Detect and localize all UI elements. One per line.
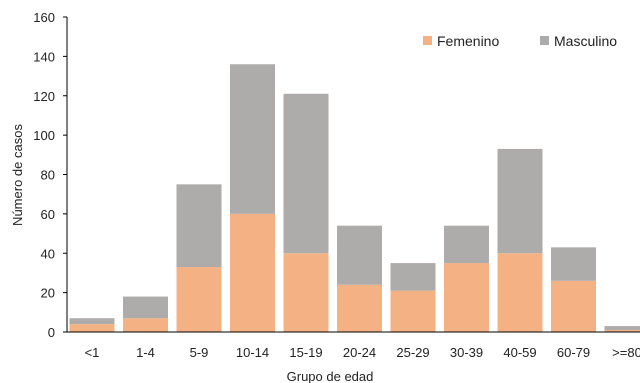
- bar-femenino-9: [551, 280, 596, 332]
- bar-femenino-6: [390, 290, 436, 332]
- bar-masculino-1: [123, 296, 168, 319]
- bar-masculino-8: [497, 148, 543, 254]
- bar-masculino-9: [551, 247, 596, 281]
- bar-masculino-4: [283, 93, 329, 254]
- bar-femenino-0: [69, 324, 115, 332]
- legend-label-femenino: Femenino: [437, 33, 499, 49]
- x-tick-label: 25-29: [396, 345, 429, 360]
- bar-femenino-7: [444, 263, 489, 332]
- x-tick-label: 20-24: [343, 345, 376, 360]
- y-tick-label: 80: [41, 168, 55, 183]
- y-tick-label: 120: [33, 89, 55, 104]
- y-tick-label: 60: [41, 207, 55, 222]
- bar-femenino-5: [337, 284, 382, 332]
- x-tick-label: 40-59: [503, 345, 536, 360]
- x-tick-label: <1: [85, 345, 100, 360]
- bar-masculino-10: [604, 326, 640, 331]
- bar-femenino-10: [604, 330, 640, 332]
- x-tick-label: 30-39: [450, 345, 483, 360]
- x-axis-ticks: <1 1-4 5-9 10-14 15-19 20-24 25-29 30-39 40-59 60…: [85, 345, 640, 360]
- bar-masculino-0: [69, 318, 115, 325]
- x-axis-title: Grupo de edad: [287, 369, 374, 383]
- x-tick-label: 10-14: [236, 345, 269, 360]
- bar-masculino-2: [176, 184, 222, 268]
- y-tick-label: 140: [33, 49, 55, 64]
- bar-femenino-3: [230, 213, 275, 332]
- bar-masculino-7: [444, 225, 489, 264]
- bar-masculino-3: [230, 64, 275, 214]
- y-tick-label: 0: [48, 325, 55, 340]
- legend: Femenino Masculino: [423, 33, 617, 49]
- y-axis-title: Número de casos: [10, 124, 25, 226]
- x-tick-label: 15-19: [289, 345, 322, 360]
- x-tick-label: >=80: [612, 345, 640, 360]
- legend-label-masculino: Masculino: [554, 33, 617, 49]
- legend-swatch-masculino: [540, 36, 549, 45]
- y-tick-label: 100: [33, 128, 55, 143]
- bar-masculino-5: [337, 225, 382, 285]
- bar-masculino-6: [390, 263, 436, 291]
- x-tick-label: 60-79: [557, 345, 590, 360]
- y-tick-label: 40: [41, 246, 55, 261]
- y-tick-label: 20: [41, 286, 55, 301]
- x-tick-label: 5-9: [190, 345, 209, 360]
- bar-femenino-8: [497, 253, 543, 332]
- legend-swatch-femenino: [423, 36, 432, 45]
- bar-femenino-2: [176, 267, 222, 332]
- bars: [69, 64, 640, 332]
- bar-femenino-4: [283, 253, 329, 332]
- x-tick-label: 1-4: [136, 345, 155, 360]
- bar-femenino-1: [123, 318, 168, 332]
- y-tick-label: 160: [33, 10, 55, 25]
- y-axis-ticks: 0 20 40 60 80 100 120 140 160: [33, 10, 67, 340]
